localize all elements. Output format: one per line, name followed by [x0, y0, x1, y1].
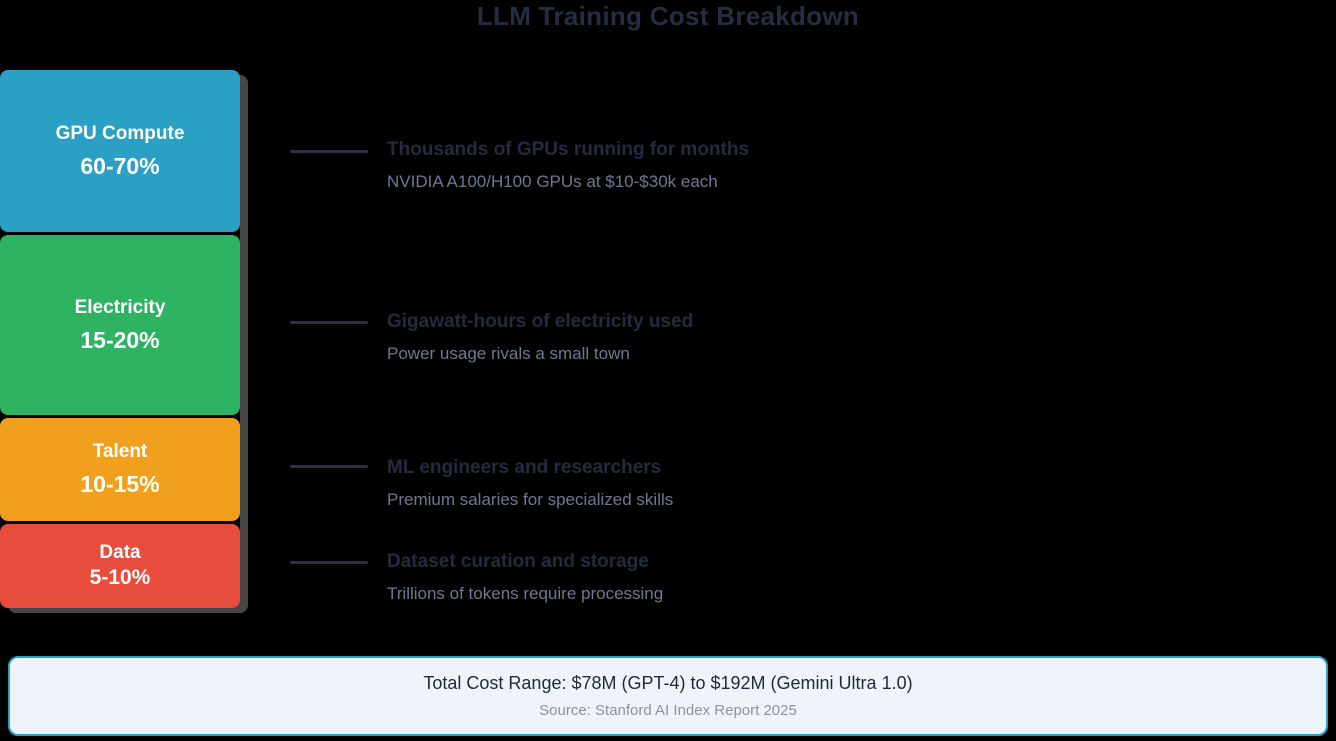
- segment-percentage: 5-10%: [89, 566, 151, 589]
- chart-title: LLM Training Cost Breakdown: [476, 1, 860, 31]
- connector-line-data: [290, 561, 368, 564]
- segment-percentage: 15-20%: [80, 326, 160, 353]
- annotation-headline: Thousands of GPUs running for months: [387, 139, 750, 160]
- total-cost-range: Total Cost Range: $78M (GPT-4) to $192M …: [423, 673, 913, 693]
- annotation-detail: NVIDIA A100/H100 GPUs at $10-$30k each: [387, 172, 718, 191]
- bar-segment-gpu-compute: GPU Compute 60-70%: [0, 70, 240, 232]
- annotation-data: Dataset curation and storage Trillions o…: [387, 551, 947, 604]
- annotation-talent: ML engineers and researchers Premium sal…: [387, 457, 947, 510]
- source-citation: Source: Stanford AI Index Report 2025: [539, 702, 797, 719]
- segment-percentage: 10-15%: [80, 471, 160, 497]
- annotation-detail: Trillions of tokens require processing: [387, 584, 664, 603]
- bar-segment-electricity: Electricity 15-20%: [0, 235, 240, 415]
- annotation-detail: Premium salaries for specialized skills: [387, 490, 674, 509]
- annotation-detail: Power usage rivals a small town: [387, 344, 630, 363]
- connector-line-electricity: [290, 321, 368, 324]
- segment-label: Electricity: [74, 296, 166, 318]
- segment-label: GPU Compute: [55, 122, 185, 144]
- annotation-headline: Gigawatt-hours of electricity used: [387, 311, 694, 332]
- bar-segment-data: Data 5-10%: [0, 524, 240, 608]
- segment-label: Data: [99, 542, 141, 563]
- annotation-headline: Dataset curation and storage: [387, 551, 649, 572]
- connector-line-gpu: [290, 150, 368, 153]
- annotation-gpu-compute: Thousands of GPUs running for months NVI…: [387, 139, 947, 192]
- annotation-headline: ML engineers and researchers: [387, 457, 662, 478]
- annotation-electricity: Gigawatt-hours of electricity used Power…: [387, 311, 947, 364]
- segment-percentage: 60-70%: [80, 152, 160, 179]
- stacked-bar: GPU Compute 60-70% Electricity 15-20% Ta…: [0, 70, 240, 608]
- segment-label: Talent: [92, 441, 148, 462]
- connector-line-talent: [290, 465, 368, 468]
- total-cost-summary-box: Total Cost Range: $78M (GPT-4) to $192M …: [8, 656, 1328, 736]
- bar-segment-talent: Talent 10-15%: [0, 418, 240, 521]
